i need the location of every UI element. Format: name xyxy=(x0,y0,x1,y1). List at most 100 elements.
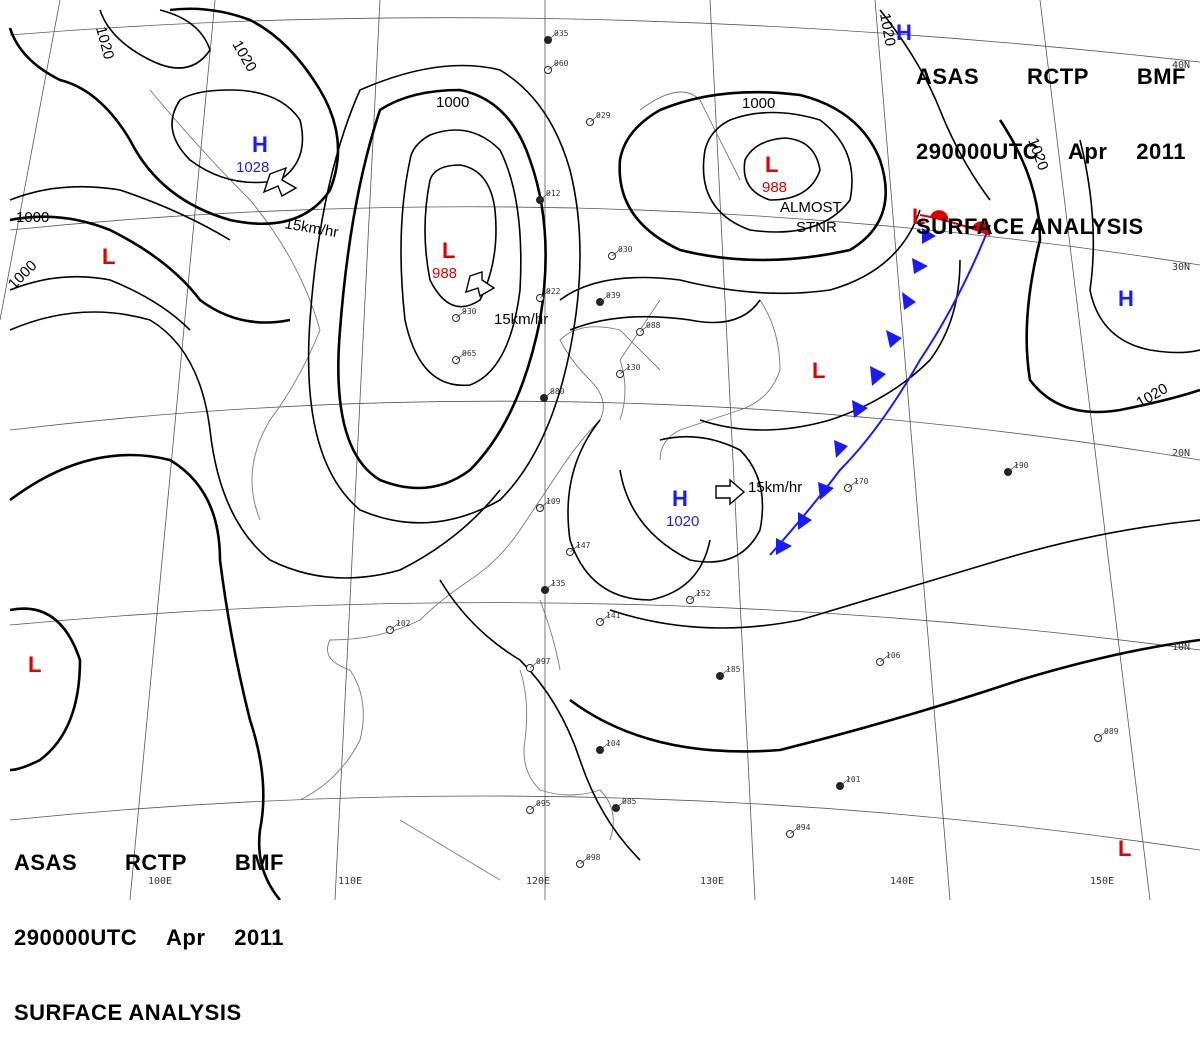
warm-front-low-letter: L xyxy=(912,204,925,229)
cold-front-tooth-3 xyxy=(902,292,916,310)
title-year-bl: 2011 xyxy=(234,925,284,950)
wind-barb xyxy=(1097,729,1109,739)
wind-barb xyxy=(455,351,467,361)
station-plot: 147 xyxy=(566,541,591,556)
low-center-west: L xyxy=(102,244,115,269)
title-center-code-bl: ASAS xyxy=(14,850,78,875)
station-pressure: 022 xyxy=(546,287,561,296)
wind-barb xyxy=(619,365,631,375)
isobar-1012-japan xyxy=(699,259,961,431)
high-center-sea: H xyxy=(672,486,688,511)
wind-barb xyxy=(599,293,611,303)
station-pressure: 102 xyxy=(396,619,411,628)
cold-front-tooth-8 xyxy=(818,482,834,500)
pressure-centers: H 1028 L L 988 L 988 L H 1020 H H L L xyxy=(28,20,1134,861)
station-pressure: 190 xyxy=(1014,461,1029,470)
wind-barb xyxy=(839,777,851,787)
isobar-1000-ne xyxy=(618,90,888,262)
taiwan-coast xyxy=(539,599,561,671)
meridian-110e xyxy=(334,0,381,900)
inland-boundary xyxy=(149,89,321,521)
warm-front-line xyxy=(919,214,991,236)
title-time: 290000UTC xyxy=(916,139,1040,164)
cold-front-line xyxy=(769,224,991,556)
cold-front-tooth-1 xyxy=(922,228,936,244)
low-value-ne: 988 xyxy=(762,179,787,196)
station-plot: 185 xyxy=(716,665,741,680)
station-pressure: 094 xyxy=(796,823,811,832)
wind-barb xyxy=(589,113,601,123)
isobar-1012-sea xyxy=(567,419,711,601)
title-line-1-bl: ASAS RCTP BMF xyxy=(14,850,284,875)
meridian-90e xyxy=(0,0,61,321)
low-center-ne: L xyxy=(765,152,778,177)
wind-barb xyxy=(847,479,859,489)
meridian-130e xyxy=(709,0,756,900)
isobar-1000-center xyxy=(337,88,547,490)
title-month: Apr xyxy=(1068,139,1108,164)
cold-front-tooth-4 xyxy=(886,330,902,348)
station-plot: 085 xyxy=(612,797,637,812)
station-plot: 080 xyxy=(540,387,565,402)
meridian-150e xyxy=(1039,0,1151,900)
cold-front-tooth-7 xyxy=(834,440,848,458)
station-pressure: 065 xyxy=(462,349,477,358)
station-pressure: 170 xyxy=(854,477,869,486)
wind-barb xyxy=(789,825,801,835)
station-pressure: 029 xyxy=(596,111,611,120)
station-pressure: 185 xyxy=(726,665,741,674)
isobar-label-1000-ne: 1000 xyxy=(742,95,775,112)
isobar-1004-west xyxy=(9,275,191,331)
motion-arrow-sea xyxy=(715,478,746,506)
cold-front-tooth-2 xyxy=(912,258,928,274)
wind-barb xyxy=(579,855,591,865)
wind-barb xyxy=(879,653,891,663)
motion-speed-sea: 15km/hr xyxy=(748,479,802,496)
lat-20n-line xyxy=(9,400,1200,461)
station-plot: 094 xyxy=(786,823,811,838)
station-plot: 141 xyxy=(596,611,621,626)
high-value-nw: 1028 xyxy=(236,159,269,176)
title-block-bottom-left: ASAS RCTP BMF 290000UTC Apr 2011 SURFACE… xyxy=(14,800,284,1050)
station-plot: 012 xyxy=(536,189,561,204)
low-center-japan: L xyxy=(812,358,825,383)
station-plot: 029 xyxy=(586,111,611,126)
station-plot: 102 xyxy=(386,619,411,634)
isobar-high-inner xyxy=(171,89,304,184)
borneo-coast xyxy=(399,819,501,881)
station-plot: 035 xyxy=(544,29,569,44)
annotation-stnr: STNR xyxy=(796,219,837,236)
isobar-label-1000-c: 1000 xyxy=(436,94,469,111)
isobar-996-west xyxy=(9,185,231,241)
motion-vectors xyxy=(262,166,746,506)
high-center-nw: H xyxy=(252,132,268,157)
isobar-1024-east xyxy=(1079,139,1200,354)
isobar-label-1000-w: 1000 xyxy=(16,209,49,226)
station-pressure: 039 xyxy=(606,291,621,300)
wind-barb xyxy=(455,309,467,319)
isobar-988-center xyxy=(424,164,497,308)
station-pressure: 152 xyxy=(696,589,711,598)
station-pressure: 109 xyxy=(546,497,561,506)
low-center-se: L xyxy=(1118,836,1131,861)
isobar-1020-east xyxy=(998,119,1200,414)
title-station-code: RCTP xyxy=(1027,64,1089,89)
motion-arrow-c xyxy=(465,271,496,298)
station-plots: 035 060 029 012 030 022 039 088 130 080 109 147 135 1… xyxy=(386,29,1119,868)
wind-barb xyxy=(611,247,623,257)
station-pressure: 035 xyxy=(554,29,569,38)
station-pressure: 098 xyxy=(586,853,601,862)
title-line-3-bl: SURFACE ANALYSIS xyxy=(14,1000,242,1025)
wind-barb xyxy=(529,659,541,669)
wind-barb xyxy=(539,191,551,201)
station-pressure: 101 xyxy=(846,775,861,784)
cold-front-tooth-6 xyxy=(852,400,868,418)
isobar-1012-sw xyxy=(439,579,641,861)
title-station-code-bl: RCTP xyxy=(125,850,187,875)
wind-barb xyxy=(599,741,611,751)
station-pressure: 106 xyxy=(886,651,901,660)
station-plot: 097 xyxy=(526,657,551,672)
wind-barb xyxy=(547,61,559,71)
isobar-1004-center xyxy=(307,64,581,524)
title-year: 2011 xyxy=(1136,139,1186,164)
